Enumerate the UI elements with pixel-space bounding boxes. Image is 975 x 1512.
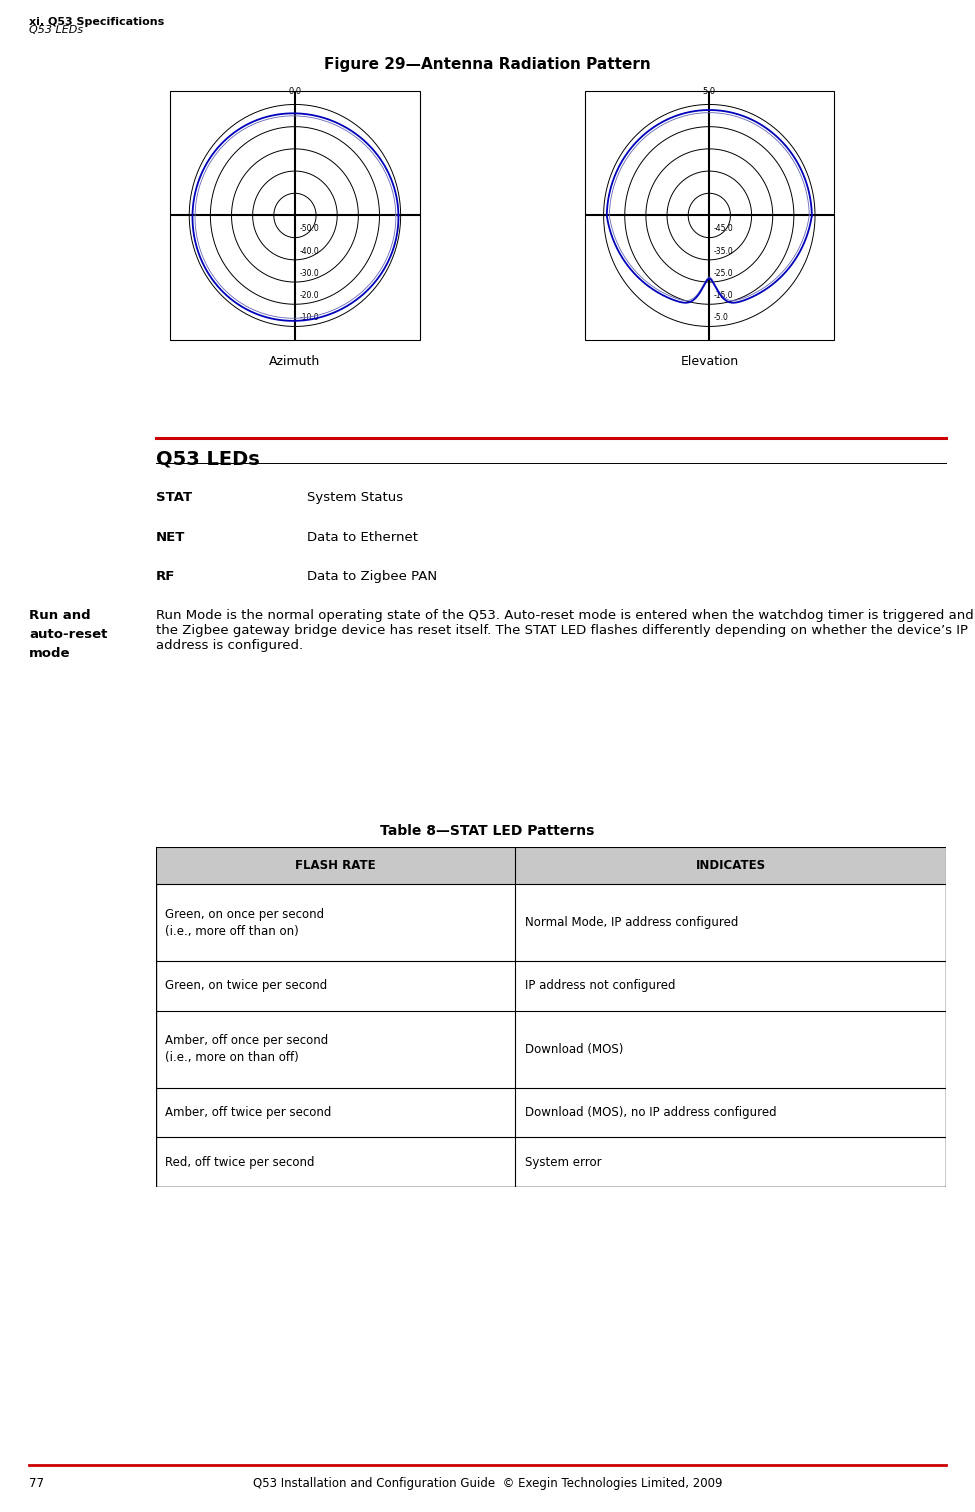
Text: Red, off twice per second: Red, off twice per second	[166, 1155, 315, 1169]
Text: -30.0: -30.0	[299, 269, 319, 278]
Text: Run and
auto-reset
mode: Run and auto-reset mode	[29, 609, 107, 661]
Text: -10.0: -10.0	[299, 313, 319, 322]
Text: Download (MOS), no IP address configured: Download (MOS), no IP address configured	[525, 1105, 776, 1119]
Text: -5.0: -5.0	[714, 313, 728, 322]
Text: FLASH RATE: FLASH RATE	[295, 859, 376, 872]
Text: -25.0: -25.0	[714, 269, 733, 278]
Text: -50.0: -50.0	[299, 224, 319, 233]
Text: System Status: System Status	[307, 491, 404, 505]
Text: System error: System error	[525, 1155, 602, 1169]
Text: Download (MOS): Download (MOS)	[525, 1043, 623, 1055]
Text: Data to Ethernet: Data to Ethernet	[307, 531, 418, 544]
Text: -20.0: -20.0	[299, 290, 319, 299]
Text: Figure 29—Antenna Radiation Pattern: Figure 29—Antenna Radiation Pattern	[324, 57, 651, 73]
Text: Q53 LEDs: Q53 LEDs	[29, 24, 84, 35]
Text: Table 8—STAT LED Patterns: Table 8—STAT LED Patterns	[380, 824, 595, 838]
Text: 77: 77	[29, 1477, 44, 1491]
Text: -45.0: -45.0	[714, 224, 733, 233]
Text: Green, on twice per second: Green, on twice per second	[166, 980, 328, 992]
Text: -40.0: -40.0	[299, 246, 319, 256]
Text: Amber, off twice per second: Amber, off twice per second	[166, 1105, 332, 1119]
Text: Data to Zigbee PAN: Data to Zigbee PAN	[307, 570, 437, 584]
Text: Elevation: Elevation	[681, 355, 738, 369]
Text: INDICATES: INDICATES	[695, 859, 765, 872]
Text: Green, on once per second
(i.e., more off than on): Green, on once per second (i.e., more of…	[166, 907, 325, 937]
Text: 0.0: 0.0	[289, 88, 301, 95]
Bar	[156, 847, 946, 885]
Text: Normal Mode, IP address configured: Normal Mode, IP address configured	[525, 916, 738, 928]
Text: -15.0: -15.0	[714, 290, 733, 299]
Text: NET: NET	[156, 531, 185, 544]
Text: xi. Q53 Specifications: xi. Q53 Specifications	[29, 17, 165, 27]
Text: RF: RF	[156, 570, 176, 584]
Text: Q53 Installation and Configuration Guide  © Exegin Technologies Limited, 2009: Q53 Installation and Configuration Guide…	[253, 1477, 722, 1491]
Text: Run Mode is the normal operating state of the Q53. Auto-reset mode is entered wh: Run Mode is the normal operating state o…	[156, 609, 974, 652]
Text: 5.0: 5.0	[703, 88, 716, 95]
Text: -35.0: -35.0	[714, 246, 733, 256]
Text: STAT: STAT	[156, 491, 192, 505]
Text: Azimuth: Azimuth	[269, 355, 321, 369]
Text: Amber, off once per second
(i.e., more on than off): Amber, off once per second (i.e., more o…	[166, 1034, 329, 1064]
Text: IP address not configured: IP address not configured	[525, 980, 676, 992]
Text: Q53 LEDs: Q53 LEDs	[156, 449, 259, 469]
